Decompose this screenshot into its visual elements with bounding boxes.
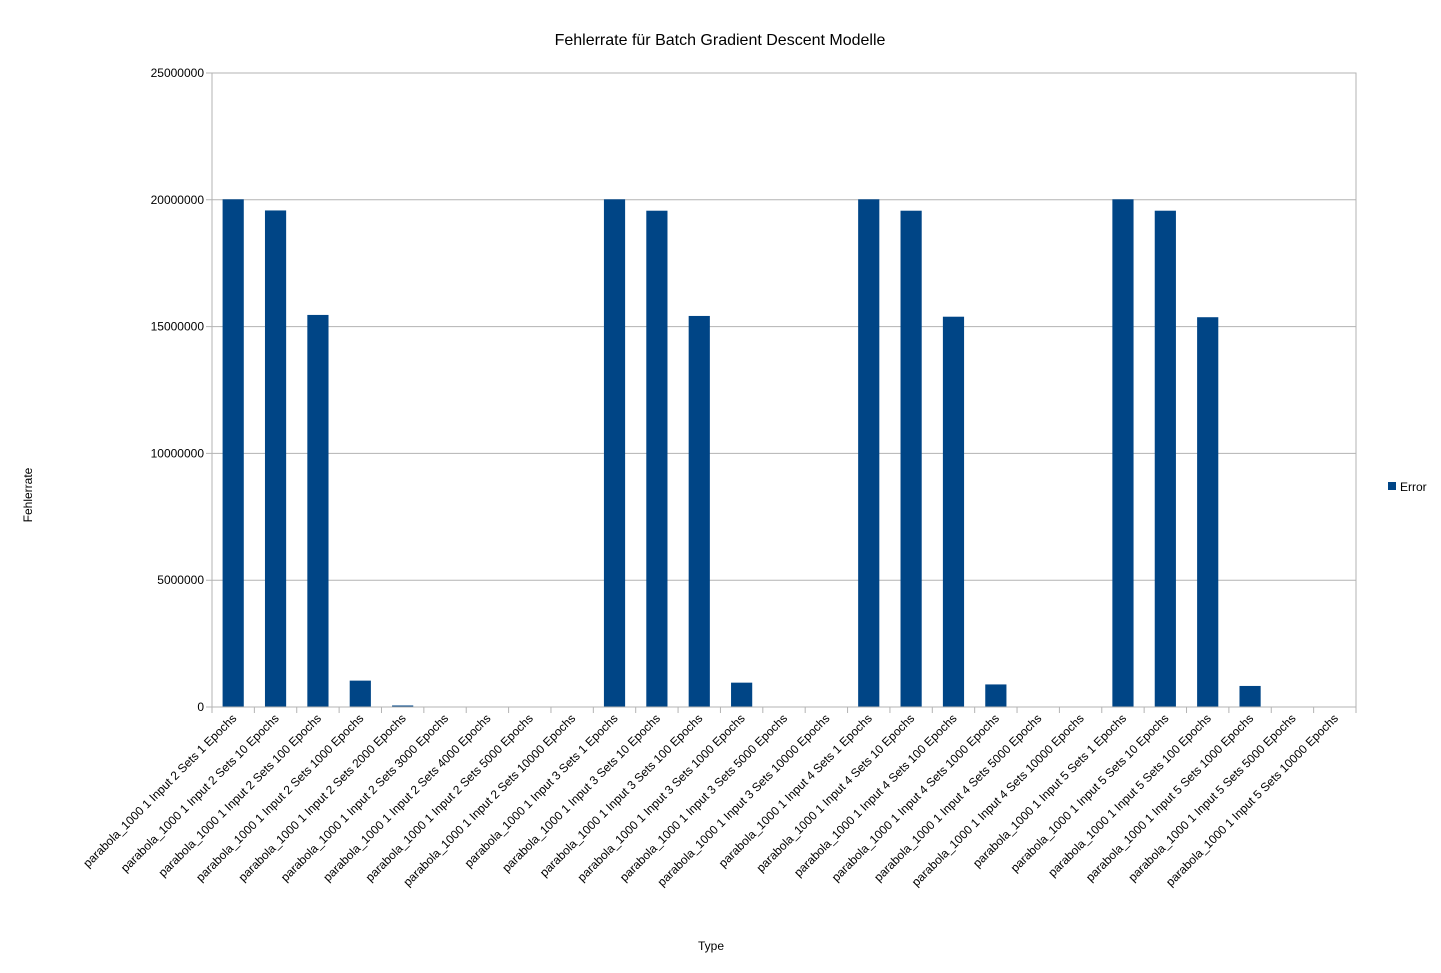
bar: [858, 199, 880, 708]
x-axis-title: Type: [698, 939, 724, 953]
x-tick-label: parabola_1000 1 Input 4 Sets 1 Epochs: [716, 711, 875, 870]
plot-frame: [211, 72, 1357, 708]
bar: [900, 210, 922, 707]
bar: [688, 315, 710, 707]
bar: [603, 199, 626, 708]
bar: [985, 684, 1007, 707]
y-tick-label: 5000000: [157, 573, 204, 587]
y-tick-label: 20000000: [151, 193, 205, 207]
x-tick-label: parabola_1000 1 Input 5 Sets 1 Epochs: [970, 711, 1129, 870]
bar: [307, 314, 329, 707]
x-tick-label: parabola_1000 1 Input 4 Sets 10 Epochs: [754, 711, 918, 875]
bar: [1197, 317, 1219, 707]
y-axis-ticks: 0 5000000 10000000 15000000 20000000 25000000: [151, 66, 205, 714]
y-tick-label: 25000000: [151, 66, 205, 80]
bar: [222, 199, 244, 708]
y-tick-label: 15000000: [151, 320, 205, 334]
x-tick-label: parabola_1000 1 Input 3 Sets 10 Epochs: [499, 711, 663, 875]
chart-title: Fehlerrate für Batch Gradient Descent Mo…: [555, 32, 886, 49]
y-axis-title: Fehlerrate: [21, 467, 35, 522]
grid-lines: [206, 72, 1356, 708]
bar: [731, 682, 753, 707]
bar: [1239, 685, 1261, 707]
legend-swatch: [1388, 482, 1396, 490]
x-tick-label: parabola_1000 1 Input 5 Sets 10 Epochs: [1008, 711, 1172, 875]
bar: [1112, 199, 1134, 708]
x-tick-label: parabola_1000 1 Input 2 Sets 10 Epochs: [118, 711, 282, 875]
bar: [1154, 210, 1176, 707]
bar: [264, 210, 287, 707]
bar: [392, 705, 414, 707]
bar: [646, 210, 668, 707]
x-axis-ticks: parabola_1000 1 Input 2 Sets 1 Epochspar…: [80, 707, 1357, 889]
bar: [349, 680, 371, 707]
y-tick-label: 0: [197, 700, 204, 714]
legend: Error: [1388, 480, 1427, 494]
x-tick-label: parabola_1000 1 Input 3 Sets 1 Epochs: [462, 711, 621, 870]
y-tick-label: 10000000: [151, 446, 205, 460]
bars: [222, 199, 1261, 708]
bar: [942, 316, 965, 707]
x-tick-label: parabola_1000 1 Input 2 Sets 1 Epochs: [80, 711, 239, 870]
legend-label: Error: [1400, 480, 1427, 494]
